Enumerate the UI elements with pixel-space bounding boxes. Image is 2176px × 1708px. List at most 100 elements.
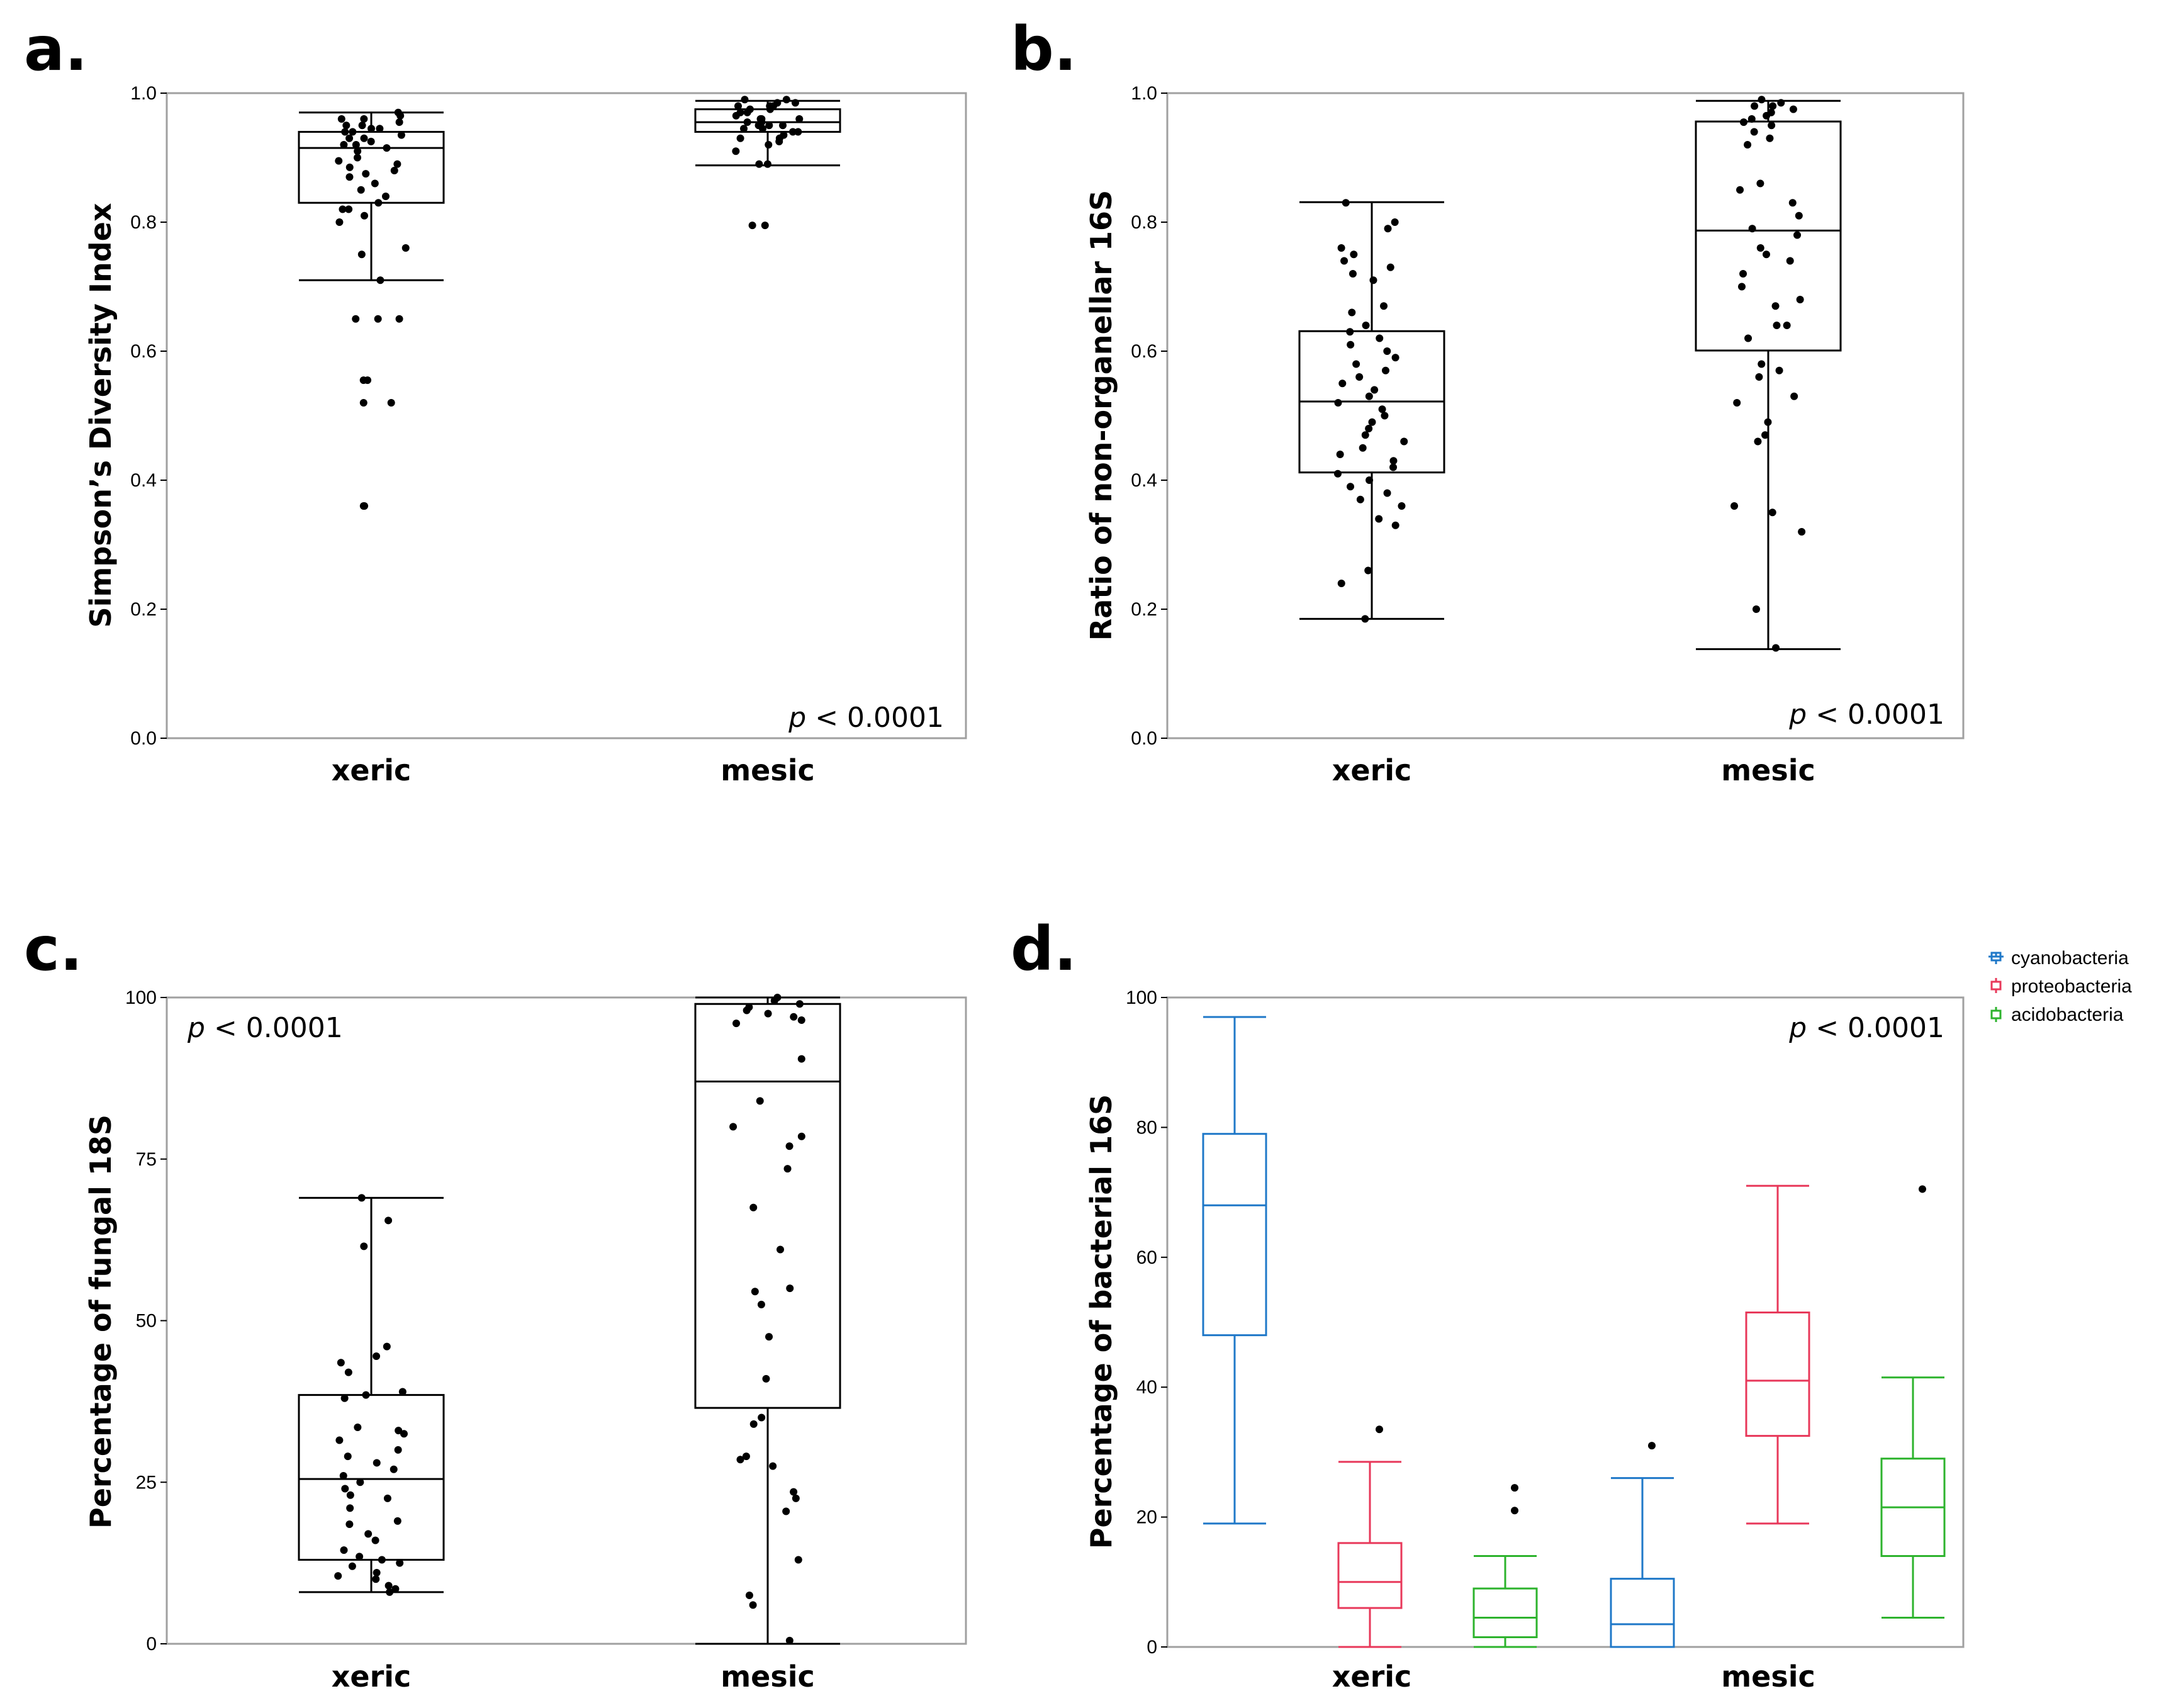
legend-d: cyanobacteria proteobacteria acidobacter… bbox=[1988, 948, 2132, 1025]
data-point-mesic bbox=[729, 1123, 737, 1131]
data-point-xeric bbox=[386, 1588, 394, 1596]
panel-letter-d: d. bbox=[1011, 914, 1077, 984]
data-point-mesic bbox=[783, 1165, 792, 1173]
data-point-xeric bbox=[1371, 386, 1379, 394]
data-point-xeric bbox=[360, 134, 368, 142]
p-value-b: p < 0.0001 bbox=[1788, 699, 1944, 731]
data-point-xeric bbox=[1366, 476, 1374, 484]
data-point-xeric bbox=[359, 502, 367, 510]
points-a bbox=[335, 96, 804, 510]
data-point-mesic bbox=[769, 1462, 777, 1470]
data-point-mesic bbox=[794, 128, 802, 136]
data-point-xeric bbox=[387, 399, 395, 407]
data-point-xeric bbox=[371, 1536, 379, 1544]
data-point-xeric bbox=[352, 315, 360, 323]
data-point-mesic bbox=[1798, 528, 1806, 536]
data-point-xeric bbox=[1337, 244, 1345, 252]
data-point-xeric bbox=[372, 1575, 380, 1583]
data-point-xeric bbox=[390, 1465, 398, 1473]
box-mesic-box bbox=[694, 1003, 841, 1409]
points-b bbox=[1333, 96, 1806, 652]
data-point-mesic bbox=[1768, 508, 1776, 517]
box-proteobacteria-mesic-box bbox=[1745, 1312, 1810, 1437]
data-point-mesic bbox=[745, 1591, 753, 1599]
data-point-xeric bbox=[352, 141, 360, 149]
panel-letter-b: b. bbox=[1011, 14, 1077, 84]
data-point-xeric bbox=[1340, 257, 1349, 265]
data-point-mesic bbox=[1755, 373, 1763, 381]
data-point-mesic bbox=[782, 96, 790, 104]
data-point-xeric bbox=[1391, 218, 1399, 226]
data-point-mesic bbox=[755, 160, 763, 168]
data-point-mesic bbox=[1754, 437, 1762, 446]
plot-frame-b bbox=[1166, 92, 1965, 739]
data-point-xeric bbox=[334, 1572, 342, 1580]
data-point-xeric bbox=[393, 160, 401, 168]
data-point-xeric bbox=[1380, 302, 1388, 310]
data-point-mesic bbox=[742, 1452, 750, 1461]
data-point-xeric bbox=[1381, 366, 1389, 374]
data-point-xeric bbox=[1383, 347, 1391, 355]
data-point-mesic bbox=[756, 1097, 764, 1105]
y-axis-title-a: Simpson’s Diversity Index bbox=[84, 203, 118, 628]
data-point-mesic bbox=[765, 121, 773, 130]
data-point-mesic bbox=[1763, 111, 1771, 120]
y-axis-b: 0.0 0.2 0.4 0.6 0.8 1.0 bbox=[1131, 83, 1167, 749]
data-point-mesic bbox=[795, 115, 804, 123]
data-point-xeric bbox=[335, 157, 343, 165]
data-point-mesic bbox=[740, 125, 748, 133]
data-point-xeric bbox=[362, 1391, 370, 1399]
data-point-xeric bbox=[367, 137, 375, 145]
data-point-xeric bbox=[1333, 469, 1342, 478]
legend-label-acidobacteria: acidobacteria bbox=[2011, 1004, 2124, 1025]
data-point-xeric bbox=[360, 1242, 368, 1250]
y-tick-label: 1.0 bbox=[1131, 83, 1157, 104]
data-point-xeric bbox=[357, 1194, 366, 1202]
data-point-xeric bbox=[383, 1342, 391, 1351]
data-point-mesic bbox=[1744, 334, 1753, 342]
data-point-xeric bbox=[1347, 340, 1355, 349]
data-point-xeric bbox=[1334, 399, 1342, 407]
data-point-xeric bbox=[345, 173, 354, 181]
data-point-xeric bbox=[1391, 521, 1399, 529]
outlier-acidobacteria-xeric bbox=[1511, 1507, 1518, 1515]
data-point-xeric bbox=[1365, 392, 1373, 400]
data-point-xeric bbox=[1356, 495, 1364, 503]
data-point-xeric bbox=[393, 1517, 401, 1525]
data-point-mesic bbox=[1795, 211, 1803, 220]
data-point-xeric bbox=[373, 1569, 381, 1577]
outlier-acidobacteria-xeric bbox=[1511, 1484, 1518, 1492]
data-point-xeric bbox=[360, 115, 368, 123]
chart-a: 0.0 0.2 0.4 0.6 0.8 1.0 Simpson’s Diversity I… bbox=[84, 83, 967, 787]
data-point-xeric bbox=[344, 1368, 352, 1376]
data-point-mesic bbox=[758, 1413, 766, 1422]
data-point-mesic bbox=[757, 1300, 765, 1308]
y-tick-label: 40 bbox=[1136, 1377, 1157, 1398]
data-point-xeric bbox=[348, 1562, 356, 1570]
data-point-xeric bbox=[1348, 308, 1356, 317]
boxes-c bbox=[298, 996, 841, 1645]
y-tick-label: 0.0 bbox=[1131, 728, 1157, 749]
y-axis-title-b: Ratio of non-organellar 16S bbox=[1084, 190, 1118, 641]
data-point-xeric bbox=[1338, 379, 1347, 388]
data-point-mesic bbox=[1766, 134, 1774, 142]
plot-frame-a bbox=[165, 92, 967, 739]
y-tick-label: 0.8 bbox=[1131, 212, 1157, 233]
data-point-mesic bbox=[1758, 96, 1766, 104]
data-point-xeric bbox=[367, 125, 376, 133]
data-point-xeric bbox=[364, 1530, 373, 1538]
data-point-mesic bbox=[732, 111, 740, 120]
y-tick-label: 80 bbox=[1136, 1117, 1157, 1138]
data-point-xeric bbox=[354, 154, 362, 162]
data-point-xeric bbox=[376, 125, 384, 133]
data-point-mesic bbox=[743, 108, 751, 116]
data-point-xeric bbox=[335, 1436, 344, 1444]
data-point-xeric bbox=[381, 193, 390, 200]
outlier-acidobacteria-mesic bbox=[1919, 1185, 1926, 1193]
data-point-xeric bbox=[1361, 615, 1369, 623]
data-point-xeric bbox=[378, 1556, 386, 1564]
box-xeric-box bbox=[298, 1394, 445, 1561]
y-tick-label: 100 bbox=[125, 987, 157, 1008]
data-point-xeric bbox=[1400, 437, 1408, 446]
